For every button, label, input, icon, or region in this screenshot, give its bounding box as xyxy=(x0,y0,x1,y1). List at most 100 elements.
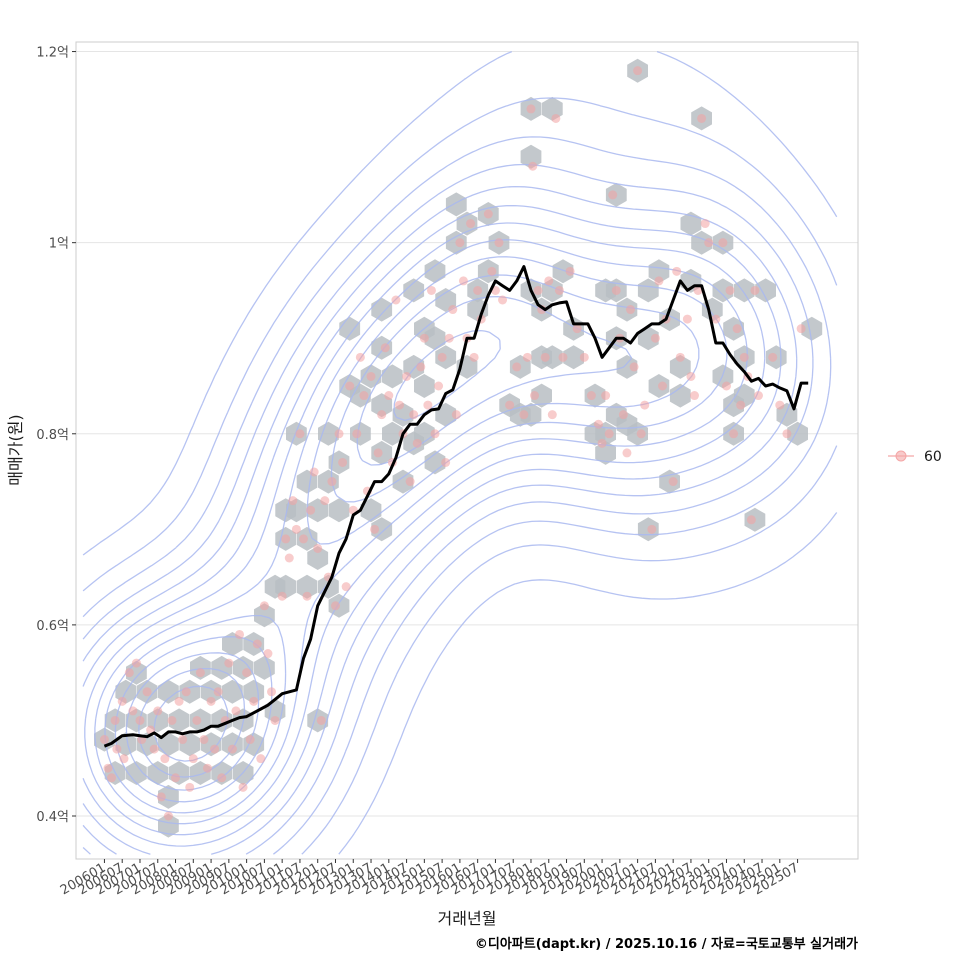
hex-bin xyxy=(254,655,275,680)
data-point xyxy=(298,534,308,544)
data-point xyxy=(391,295,401,305)
trend-line-path xyxy=(103,265,809,748)
data-point xyxy=(249,696,259,706)
data-point xyxy=(142,687,152,697)
data-point xyxy=(235,629,245,639)
data-point xyxy=(394,400,404,410)
data-point xyxy=(112,744,122,754)
data-point xyxy=(512,362,522,372)
density-contour xyxy=(82,136,832,855)
data-point xyxy=(380,343,390,353)
hex-bin xyxy=(733,278,755,303)
data-point xyxy=(409,410,419,420)
data-point xyxy=(547,410,557,420)
data-point xyxy=(636,429,646,439)
data-point xyxy=(572,324,582,334)
hex-bin xyxy=(616,354,638,379)
data-point xyxy=(729,429,739,439)
data-point xyxy=(149,744,159,754)
data-point xyxy=(167,715,177,725)
data-point xyxy=(210,744,220,754)
data-point xyxy=(455,238,465,248)
y-tick-label: 0.4억 xyxy=(36,810,69,825)
data-point xyxy=(739,352,749,362)
data-point xyxy=(689,391,699,401)
data-point xyxy=(99,735,109,745)
data-point xyxy=(313,543,323,553)
hex-bin xyxy=(414,374,435,398)
data-point xyxy=(423,400,433,410)
data-point xyxy=(473,285,483,295)
data-point xyxy=(494,238,504,248)
data-point xyxy=(199,735,209,745)
y-tick-label: 0.8억 xyxy=(36,428,69,443)
data-point xyxy=(103,763,113,773)
data-point xyxy=(171,773,181,783)
data-point xyxy=(338,457,348,467)
trend-line xyxy=(103,265,809,748)
data-point xyxy=(682,314,692,324)
data-points xyxy=(99,66,806,821)
data-point xyxy=(444,333,454,343)
density-contour xyxy=(82,50,838,855)
data-point xyxy=(654,276,664,286)
data-point xyxy=(597,438,607,448)
data-point xyxy=(327,477,337,487)
data-point xyxy=(544,276,554,286)
data-point xyxy=(128,706,138,716)
data-point xyxy=(746,515,756,525)
y-tick-label: 1.2억 xyxy=(36,46,69,61)
hex-bin xyxy=(552,259,574,284)
data-point xyxy=(185,782,195,792)
data-point xyxy=(668,477,678,487)
data-point xyxy=(334,429,344,439)
data-point xyxy=(483,209,493,219)
data-point xyxy=(594,419,604,429)
data-point xyxy=(796,324,806,334)
data-point xyxy=(224,658,234,668)
data-point xyxy=(434,381,444,391)
data-point xyxy=(263,649,273,659)
data-point xyxy=(437,352,447,362)
data-point xyxy=(341,582,351,592)
caption: ©디아파트(dapt.kr) / 2025.10.16 / 자료=국토교통부 실… xyxy=(475,936,858,952)
data-point xyxy=(530,391,540,401)
x-axis: 2006012006072007012007072008012008072009… xyxy=(58,859,802,898)
data-point xyxy=(533,285,543,295)
data-point xyxy=(206,696,216,706)
data-point xyxy=(697,113,707,123)
data-point xyxy=(686,371,696,381)
data-point xyxy=(412,438,422,448)
data-point xyxy=(238,782,248,792)
data-point xyxy=(611,285,621,295)
hex-bin xyxy=(168,708,190,733)
data-point xyxy=(366,371,376,381)
data-point xyxy=(320,496,330,506)
data-point xyxy=(466,219,476,229)
data-point xyxy=(352,429,362,439)
data-point xyxy=(522,352,532,362)
legend: 60 xyxy=(888,449,942,465)
data-point xyxy=(558,352,568,362)
data-point xyxy=(256,754,266,764)
data-point xyxy=(750,285,760,295)
data-point xyxy=(242,668,252,678)
data-point xyxy=(658,381,667,391)
data-point xyxy=(419,333,429,343)
data-point xyxy=(288,496,298,506)
data-point xyxy=(373,448,383,458)
hex-bin xyxy=(669,354,691,379)
data-point xyxy=(309,467,319,477)
data-point xyxy=(119,754,129,764)
data-point xyxy=(540,352,550,362)
data-point xyxy=(316,715,326,725)
data-point xyxy=(718,238,728,248)
legend-label: 60 xyxy=(924,449,942,465)
data-point xyxy=(359,391,369,401)
hex-bin xyxy=(424,326,446,351)
hex-bin xyxy=(424,450,446,475)
hex-bin xyxy=(328,498,350,523)
hex-bin xyxy=(318,421,339,446)
hex-bin xyxy=(222,679,243,704)
data-point xyxy=(259,601,269,611)
